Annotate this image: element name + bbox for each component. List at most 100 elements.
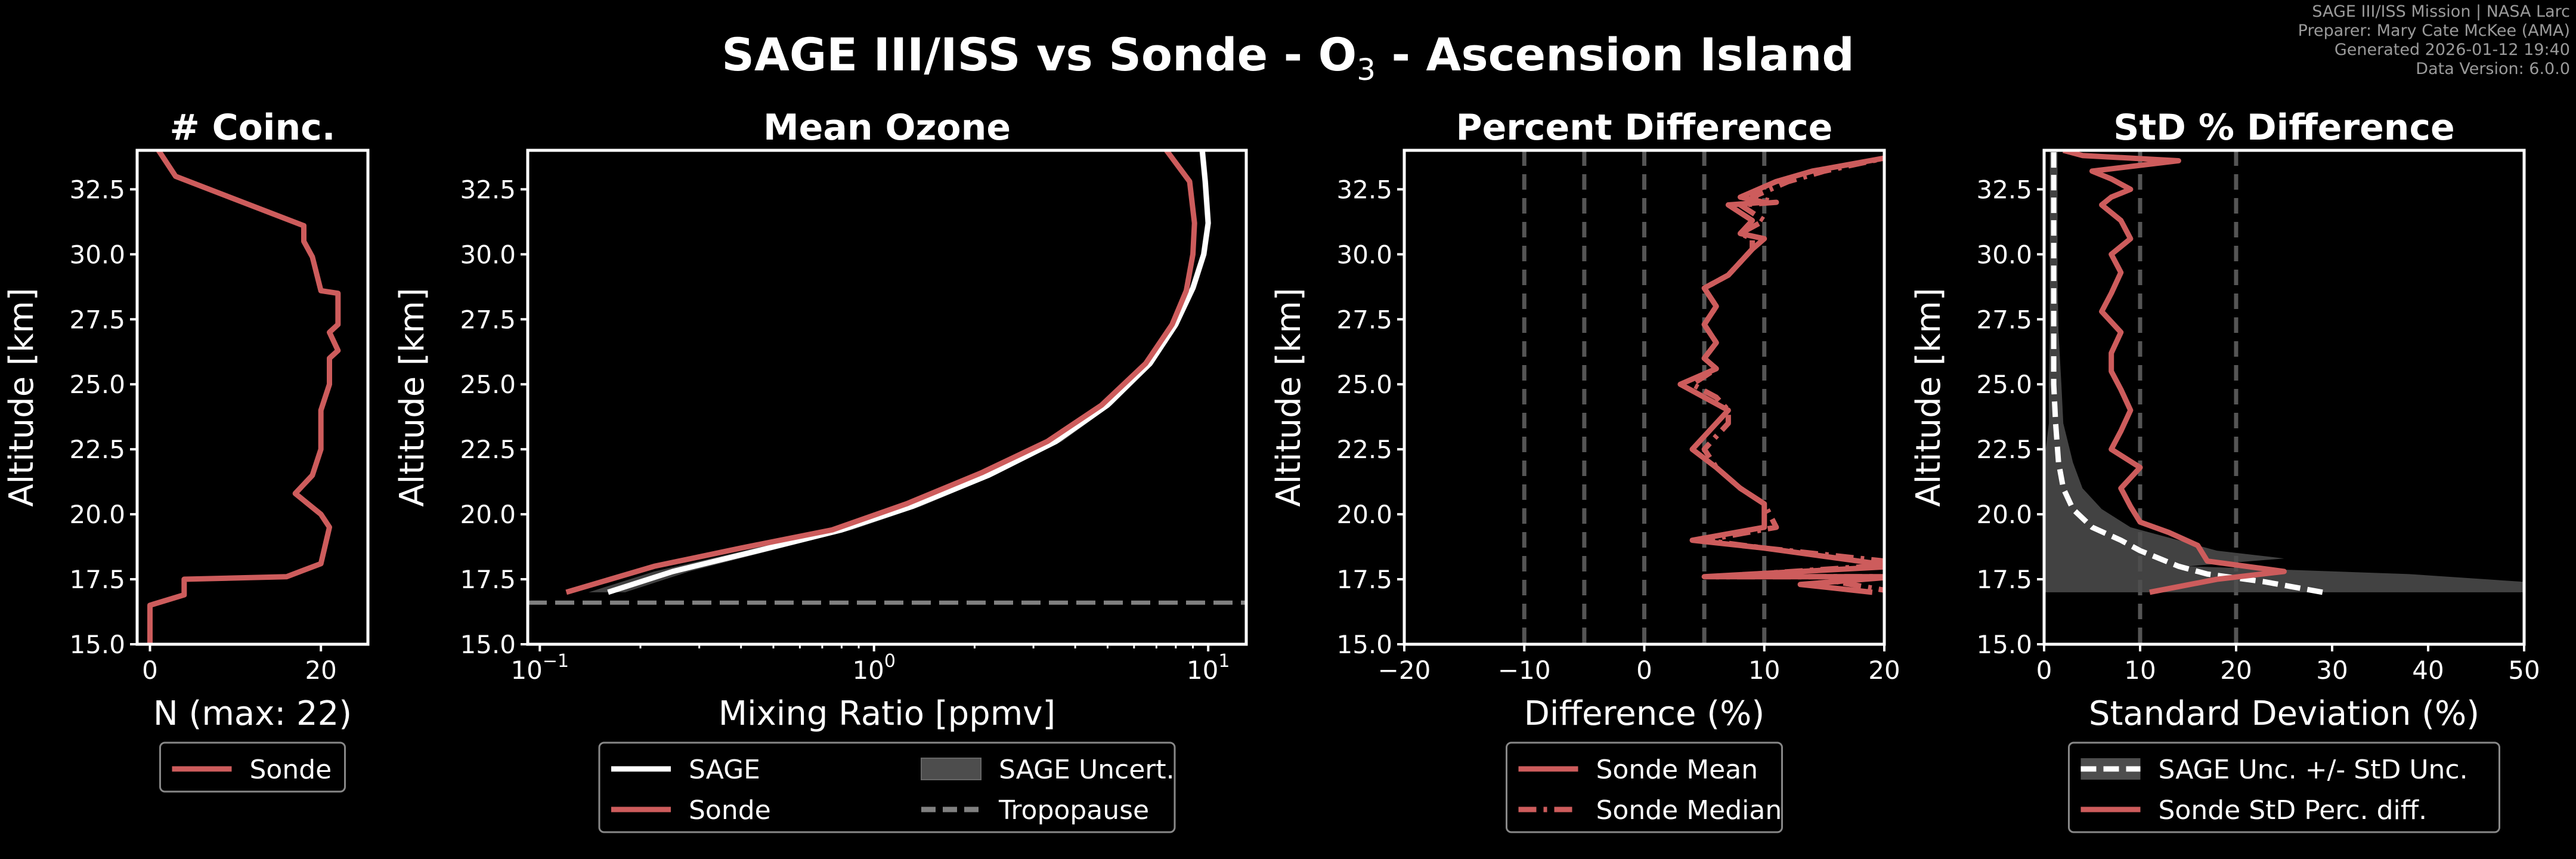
legend-swatch [921, 758, 982, 780]
series-sonde-mean [1677, 155, 1884, 595]
y-tick-label: 30.0 [460, 240, 516, 269]
figure-title-prefix: SAGE III/ISS vs Sonde - O [722, 28, 1357, 81]
plot-area [528, 150, 1246, 605]
y-tick-label: 30.0 [69, 240, 125, 269]
y-tick-label: 15.0 [460, 630, 516, 659]
legend-label: Sonde Median [1596, 795, 1782, 826]
y-tick-label: 27.5 [69, 305, 125, 334]
chart-coinc: 15.0 17.5 20.0 22.5 25.0 27.5 30.0 32.5 0 20 # Coi… [2, 107, 370, 793]
y-tick-label: 25.0 [460, 370, 516, 399]
legend-entry: Tropopause [921, 795, 1149, 826]
figure-title-suffix: - Ascension Island [1376, 28, 1854, 81]
y-tick-label: 15.0 [1336, 630, 1392, 659]
y-tick-label: 17.5 [460, 565, 516, 594]
figure-title-subscript: 3 [1357, 52, 1376, 88]
legend-entry: Sonde Median [1518, 795, 1782, 826]
legend-entry: SAGE [611, 755, 760, 785]
y-tick-label: 17.5 [1976, 565, 2032, 594]
meta-mission: SAGE III/ISS Mission | NASA Larc [2312, 2, 2570, 21]
chart-std: 15.0 17.5 20.0 22.5 25.0 27.5 30.0 32.5 0 10 20 30 4… [1909, 107, 2540, 833]
axes-frame [135, 149, 370, 646]
x-axis-label: Difference (%) [1524, 694, 1764, 733]
plot-area [1522, 150, 1884, 644]
axes-frame [526, 149, 1248, 646]
y-axis-label: Altitude [km] [2, 288, 41, 506]
meta-preparer: Preparer: Mary Cate McKee (AMA) [2298, 21, 2570, 40]
y-tick-label: 30.0 [1976, 240, 2032, 269]
x-tick-label: 20 [2220, 656, 2252, 685]
y-tick-label: 22.5 [69, 435, 125, 464]
series-sonde-std-perc-diff- [2063, 150, 2287, 595]
legend-entry: Sonde [172, 755, 332, 785]
y-tick-label: 15.0 [69, 630, 125, 659]
legend-frame [159, 741, 346, 793]
x-axis-label: N (max: 22) [153, 694, 352, 733]
axes-frame [2042, 149, 2526, 646]
x-tick-label: −20 [1378, 656, 1431, 685]
series-sonde-median [1689, 155, 1884, 593]
chart-title: # Coinc. [169, 107, 335, 149]
legend-label: SAGE Unc. +/- StD Unc. [2159, 755, 2468, 785]
series-sage [607, 150, 1211, 595]
chart-title: Mean Ozone [763, 107, 1011, 149]
x-tick-label: 30 [2316, 656, 2348, 685]
y-tick-label: 32.5 [460, 175, 516, 204]
plot-area [2044, 150, 2524, 644]
y-tick-label: 30.0 [1336, 240, 1392, 269]
uncertainty-band [2044, 150, 2524, 592]
series-sage-unc-std-unc- [2051, 150, 2323, 595]
legend: Sonde [159, 741, 346, 793]
figure-title: SAGE III/ISS vs Sonde - O3 - Ascension I… [0, 26, 2576, 98]
legend-label: SAGE [689, 755, 760, 785]
y-tick-label: 22.5 [460, 435, 516, 464]
legend-label: Sonde [250, 755, 332, 785]
y-tick-label: 22.5 [1336, 435, 1392, 464]
series-sonde [565, 150, 1197, 595]
y-axis-label: Altitude [km] [1270, 288, 1308, 506]
legend: SAGE Unc. +/- StD Unc. Sonde StD Perc. di… [2068, 741, 2500, 833]
legend: Sonde Mean Sonde Median [1506, 741, 1783, 833]
legend-label: Sonde StD Perc. diff. [2159, 795, 2428, 826]
series-sonde [147, 150, 341, 644]
y-tick-label: 27.5 [1976, 305, 2032, 334]
y-tick-label: 20.0 [1336, 500, 1392, 529]
legend-frame [598, 741, 1176, 833]
y-tick-label: 27.5 [1336, 305, 1392, 334]
y-tick-label: 32.5 [1976, 175, 2032, 204]
x-tick-label: 10 [2124, 656, 2156, 685]
chart-pct: 15.0 17.5 20.0 22.5 25.0 27.5 30.0 32.5 −20 −10 0 1… [1270, 107, 1900, 833]
y-tick-label: 32.5 [69, 175, 125, 204]
y-tick-label: 20.0 [460, 500, 516, 529]
y-tick-label: 25.0 [1336, 370, 1392, 399]
y-tick-label: 17.5 [69, 565, 125, 594]
y-tick-label: 20.0 [69, 500, 125, 529]
plot-area [147, 150, 341, 644]
x-tick-exponent: 0 [884, 651, 896, 672]
legend-label: Sonde [689, 795, 771, 826]
x-tick-label: 10−1 [510, 651, 569, 685]
uncertainty-band [589, 150, 1211, 592]
legend-label: Tropopause [998, 795, 1149, 826]
y-tick-label: 32.5 [1336, 175, 1392, 204]
x-tick-exponent: 1 [1218, 651, 1230, 672]
x-tick-label: 20 [305, 656, 336, 685]
x-tick-label: 20 [1868, 656, 1900, 685]
y-tick-label: 22.5 [1976, 435, 2032, 464]
x-axis-label: Mixing Ratio [ppmv] [719, 694, 1055, 733]
meta-version: Data Version: 6.0.0 [2416, 60, 2570, 78]
legend-label: Sonde Mean [1596, 755, 1758, 785]
meta-block: SAGE III/ISS Mission | NASA Larc Prepare… [2298, 2, 2570, 79]
meta-generated: Generated 2026-01-12 19:40 [2334, 41, 2570, 59]
y-tick-label: 15.0 [1976, 630, 2032, 659]
legend-entry: SAGE Uncert. [921, 755, 1175, 785]
legend-entry: Sonde [611, 795, 771, 826]
x-tick-label: −10 [1498, 656, 1551, 685]
x-tick-exponent: −1 [543, 651, 569, 672]
legend-entry: SAGE Unc. +/- StD Unc. [2080, 755, 2468, 785]
chart-title: StD % Difference [2113, 107, 2455, 149]
y-tick-label: 17.5 [1336, 565, 1392, 594]
x-tick-label: 50 [2508, 656, 2540, 685]
y-axis-label: Altitude [km] [1909, 288, 1948, 506]
x-tick-label: 0 [2036, 656, 2052, 685]
y-tick-label: 20.0 [1976, 500, 2032, 529]
